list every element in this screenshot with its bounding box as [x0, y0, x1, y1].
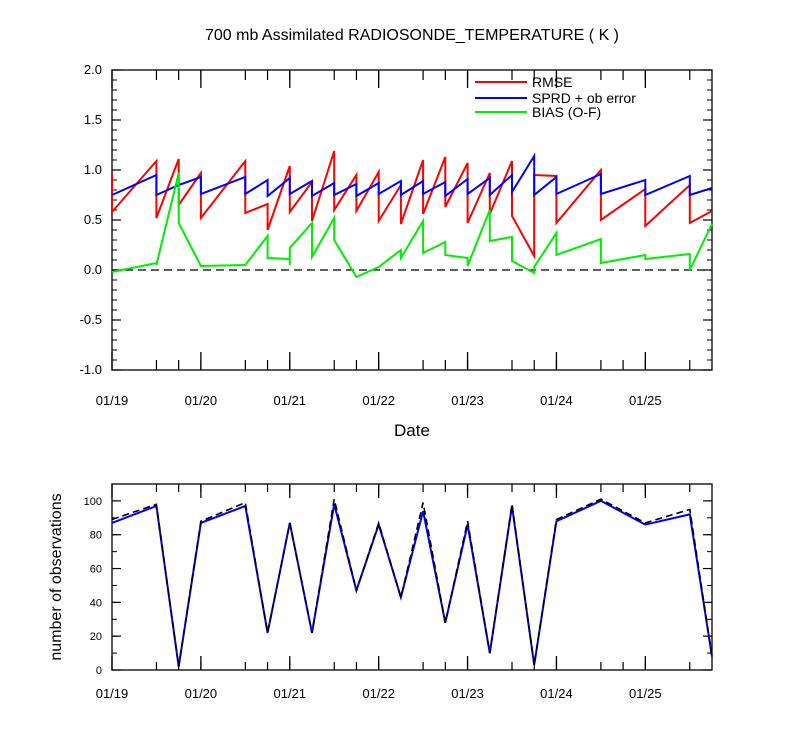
x-tick-label: 01/19 [96, 686, 129, 701]
legend-label: RMSE [532, 74, 572, 90]
y-tick-label: 1.0 [84, 162, 102, 177]
series-line-sprd-ob-error [111, 152, 713, 199]
y-axis-label: number of observations [48, 493, 65, 660]
series-line-assimilated [111, 499, 713, 667]
plot-frame [111, 483, 713, 671]
y-tick-label: 80 [90, 530, 102, 542]
y-tick-label: 0 [96, 665, 102, 677]
y-tick-label: 0.0 [84, 262, 102, 277]
bottom-panel: 100 80 60 40 20 0 01/19 01/20 01/21 01/22 01/23 01/… [48, 483, 713, 701]
x-tick-label: 01/20 [185, 393, 218, 408]
y-tick-label: 20 [90, 631, 102, 643]
series-line-total [111, 498, 713, 667]
x-tick-label: 01/19 [96, 393, 129, 408]
x-tick-label: 01/25 [629, 686, 662, 701]
x-tick-label: 01/24 [540, 393, 573, 408]
x-tick-label: 01/21 [274, 393, 307, 408]
legend-label: SPRD + ob error [532, 90, 636, 106]
x-tick-label: 01/24 [540, 686, 573, 701]
x-tick-label: 01/20 [185, 686, 218, 701]
y-tick-label: 2.0 [84, 62, 102, 77]
y-tick-label: 40 [90, 597, 102, 609]
y-tick-label: 60 [90, 564, 102, 576]
top-plot-area: 2.0 1.5 1.0 0.5 0.0 -0.5 -1.0 01/19 01/20 01/21 01… [80, 62, 713, 408]
x-tick-label: 01/25 [629, 393, 662, 408]
x-tick-label: 01/22 [362, 393, 395, 408]
x-tick-label: 01/21 [274, 686, 307, 701]
top-panel: 700 mb Assimilated RADIOSONDE_TEMPERATUR… [80, 27, 713, 440]
y-tick-label: -0.5 [80, 312, 102, 327]
series-line-bias-o-f [111, 172, 713, 279]
y-tick-label: 100 [84, 496, 102, 508]
plot-frame [111, 69, 713, 371]
bottom-plot-area: 100 80 60 40 20 0 01/19 01/20 01/21 01/22 01/23 01/… [84, 483, 713, 701]
y-tick-label: -1.0 [80, 362, 102, 377]
y-tick-label: 0.5 [84, 212, 102, 227]
y-tick-label: 1.5 [84, 112, 102, 127]
x-tick-label: 01/23 [451, 393, 484, 408]
legend-label: BIAS (O-F) [532, 104, 601, 120]
x-axis-label: Date [394, 421, 430, 440]
x-tick-label: 01/23 [451, 686, 484, 701]
x-tick-label: 01/22 [362, 686, 395, 701]
chart-title: 700 mb Assimilated RADIOSONDE_TEMPERATUR… [205, 27, 619, 44]
